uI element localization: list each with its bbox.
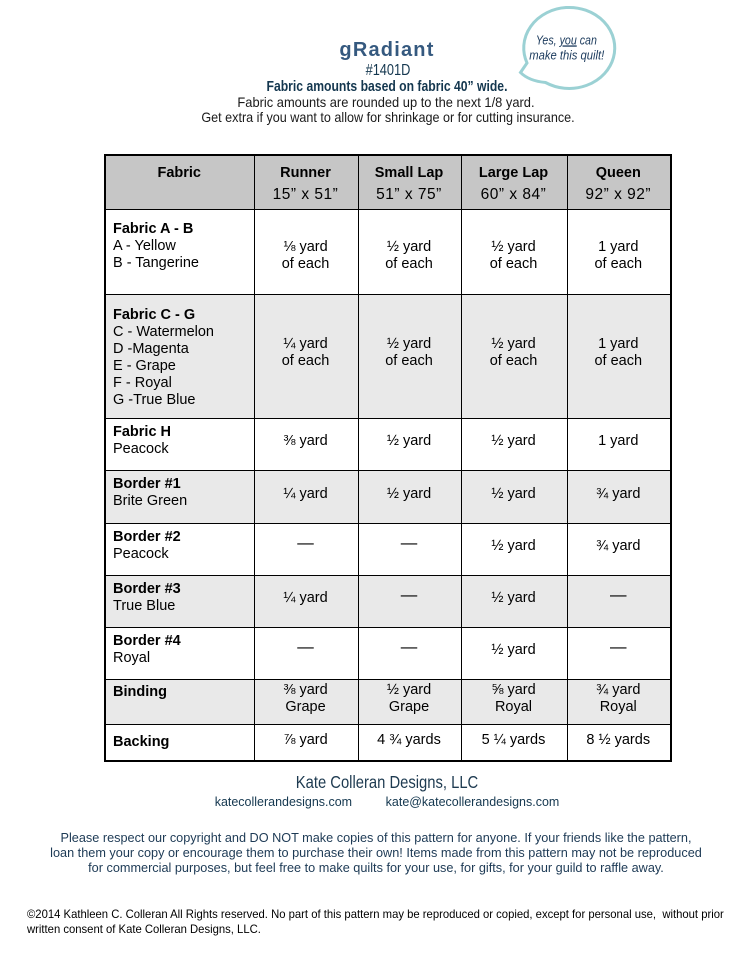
svg-text:make this quilt!: make this quilt!: [529, 48, 604, 63]
svg-text:Yes, you can: Yes, you can: [536, 32, 597, 47]
